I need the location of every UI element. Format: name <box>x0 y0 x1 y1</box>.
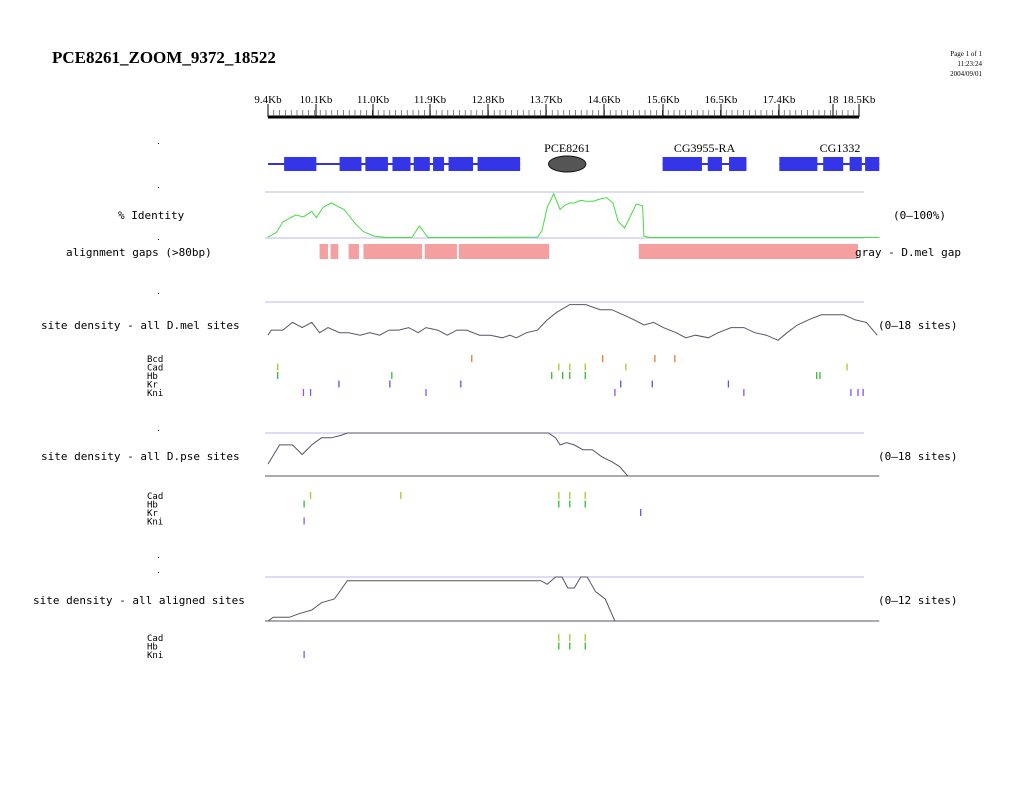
dpse-label: site density - all D.pse sites <box>41 450 240 463</box>
separator-dot <box>158 557 159 558</box>
identity-curve <box>267 192 880 238</box>
gene-exon <box>284 157 317 171</box>
ruler-tick-label: 11.9Kb <box>414 94 447 106</box>
gene-exon <box>448 157 474 171</box>
print-date: 2004/09/01 <box>950 70 982 78</box>
gap-block <box>458 244 550 259</box>
gene-track: PCE8261 CG3955-RA CG1332 <box>268 141 880 173</box>
print-meta: Page 1 of 1 11:23:24 2004/09/01 <box>950 49 982 79</box>
gene-exon <box>729 157 747 171</box>
gene-exon <box>433 157 445 171</box>
ruler-tick-label: 17.4Kb <box>763 94 796 106</box>
ruler-tick-label: 13.7Kb <box>530 94 563 106</box>
gap-block <box>348 244 359 259</box>
site-row-label: Hb <box>147 372 158 382</box>
site-row-label: Cad <box>147 492 163 502</box>
gene-exon <box>865 157 880 171</box>
ruler-tick-label: 15.6Kb <box>647 94 680 106</box>
ruler-tick-label: 14.6Kb <box>588 94 621 106</box>
gap-block <box>424 244 457 259</box>
gap-block <box>638 244 880 259</box>
dpse-density-track: site density - all D.pse sites (0–18 sit… <box>41 432 957 528</box>
identity-track: % Identity (0–100%) <box>118 191 946 239</box>
separator-dot <box>158 187 159 188</box>
dmel-range: (0–18 sites) <box>878 319 957 332</box>
gene-exon <box>779 157 818 171</box>
track-separator-dots <box>158 143 159 573</box>
page-number: Page 1 of 1 <box>950 50 982 58</box>
ruler-tick-label: 10.1Kb <box>300 94 333 106</box>
site-row-label: Kr <box>147 509 158 519</box>
ruler-tick-label: 18 <box>828 94 840 106</box>
gene-exon <box>413 157 430 171</box>
ruler-tick-label: 18.5Kb <box>843 94 876 106</box>
gap-block <box>319 244 328 259</box>
dmel-label: site density - all D.mel sites <box>41 319 240 332</box>
separator-dot <box>158 572 159 573</box>
site-row-label: Kr <box>147 381 158 391</box>
ruler-tick-label: 9.4Kb <box>254 94 282 106</box>
site-row-label: Bcd <box>147 355 163 365</box>
gene-exon <box>339 157 362 171</box>
aligned-density-track: site density - all aligned sites (0–12 s… <box>33 576 957 661</box>
site-row-label: Cad <box>147 634 163 644</box>
site-row-label: Kni <box>147 518 163 528</box>
gaps-right-label: gray - D.mel gap <box>855 246 961 259</box>
aligned-density-curve <box>267 576 880 622</box>
aligned-range: (0–12 sites) <box>878 594 957 607</box>
ruler-tick-label: 11.0Kb <box>357 94 390 106</box>
gap-block <box>363 244 423 259</box>
coordinate-ruler: 9.4Kb 10.1Kb 11.0Kb 11.9Kb 12.8Kb 13.7Kb 14.6K… <box>254 94 876 119</box>
site-row-label: Hb <box>147 643 158 653</box>
separator-dot <box>158 143 159 144</box>
dmel-density-curve <box>267 304 878 341</box>
gene-exon <box>849 157 862 171</box>
gene-exon <box>662 157 702 171</box>
dpse-density-curve <box>267 432 880 477</box>
gene-label: CG3955-RA <box>674 141 736 155</box>
gene-label: CG1332 <box>820 141 861 155</box>
separator-dot <box>158 430 159 431</box>
site-row-label: Hb <box>147 501 158 511</box>
gene-exon <box>823 157 844 171</box>
site-row-label: Kni <box>147 389 163 399</box>
site-row-label: Kni <box>147 651 163 661</box>
alignment-gaps-track: alignment gaps (>80bp) gray - D.mel gap <box>66 244 1035 260</box>
separator-dot <box>158 239 159 240</box>
gene-exon <box>707 157 722 171</box>
gene-label: PCE8261 <box>544 141 590 155</box>
gaps-label: alignment gaps (>80bp) <box>66 246 212 259</box>
dmel-density-track: site density - all D.mel sites (0–18 sit… <box>41 301 957 399</box>
ruler-tick-label: 16.5Kb <box>705 94 738 106</box>
site-row-label: Cad <box>147 364 163 374</box>
identity-range: (0–100%) <box>893 209 946 222</box>
page-title: PCE8261_ZOOM_9372_18522 <box>52 48 276 67</box>
dpse-range: (0–18 sites) <box>878 450 957 463</box>
print-time: 11:23:24 <box>957 60 982 68</box>
enhancer-region-oval <box>547 155 587 173</box>
identity-label: % Identity <box>118 209 185 222</box>
ruler-tick-label: 12.8Kb <box>472 94 505 106</box>
aligned-label: site density - all aligned sites <box>33 594 245 607</box>
separator-dot <box>158 293 159 294</box>
gap-blocks <box>319 244 880 259</box>
gap-block <box>330 244 339 259</box>
gene-exon <box>392 157 411 171</box>
gene-exon <box>477 157 521 171</box>
gene-exon <box>365 157 388 171</box>
gaps-label-backdrop <box>858 244 1035 260</box>
